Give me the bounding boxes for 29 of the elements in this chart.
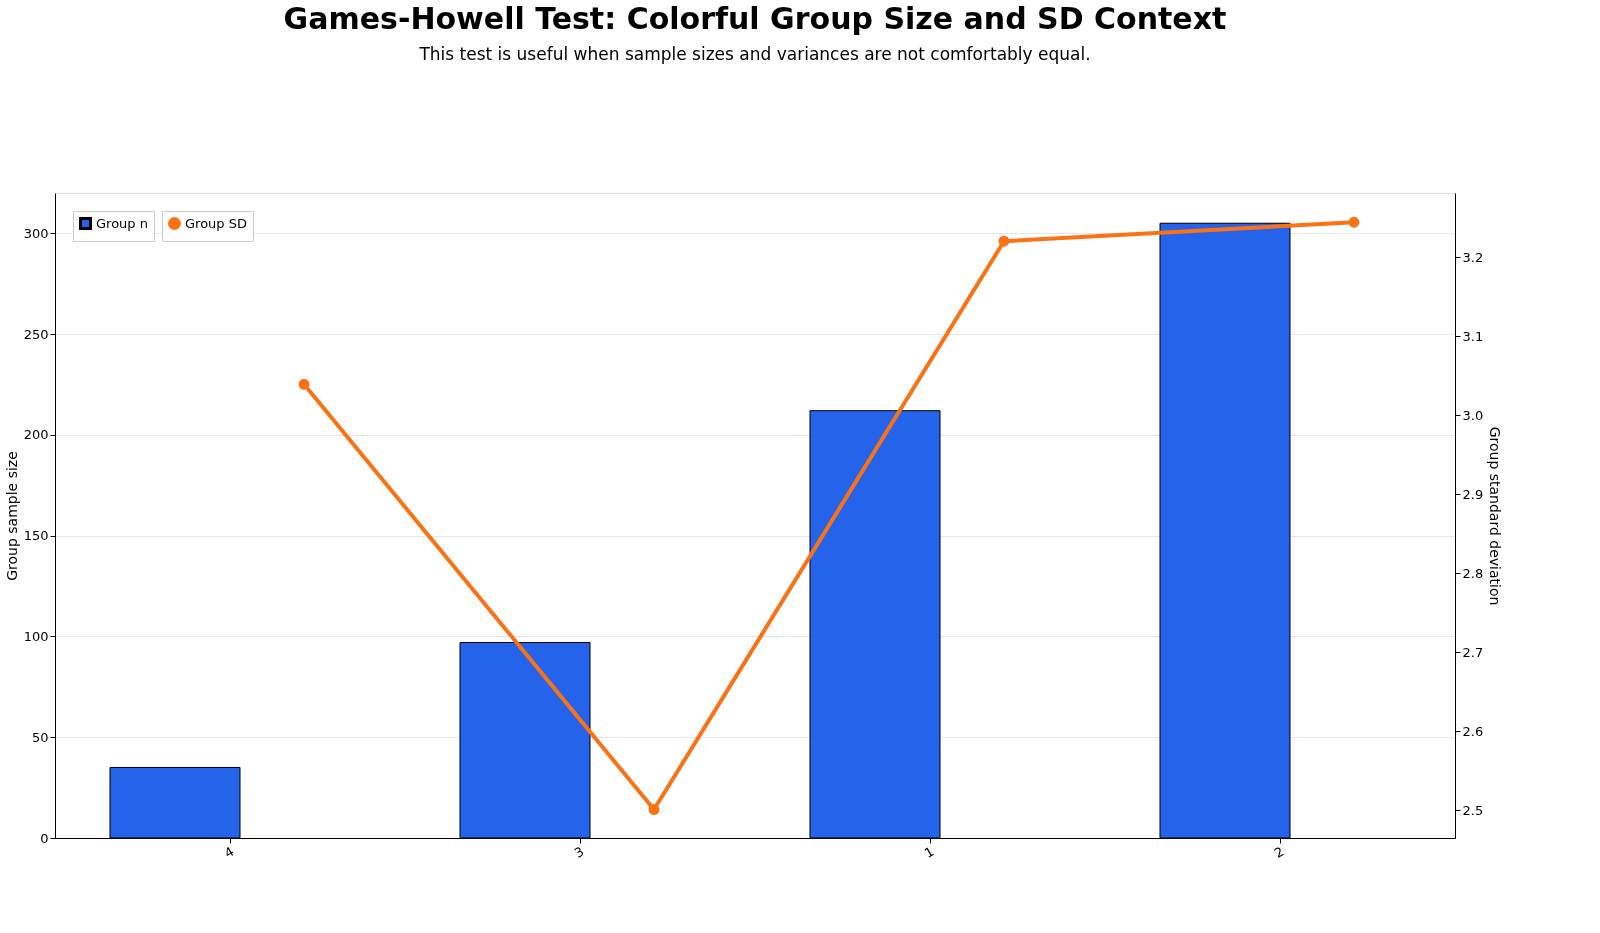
y2-tick-label: 2.7: [1462, 644, 1484, 660]
y-tick-label: 0: [40, 830, 49, 846]
x-tick-label: 3: [571, 843, 587, 861]
y2-axis-title: Group standard deviation: [1487, 426, 1504, 606]
y-tick-label: 150: [23, 528, 49, 544]
y-tick-label: 300: [23, 225, 49, 241]
chart-title: Games-Howell Test: Colorful Group Size and SD Context: [283, 1, 1227, 36]
x-tick-label: 1: [921, 843, 937, 861]
y2-tick-label: 2.6: [1462, 723, 1484, 739]
legend-label: Group SD: [185, 215, 247, 231]
y-axis-title: Group sample size: [3, 451, 20, 581]
point: [998, 235, 1010, 247]
point: [298, 378, 310, 390]
x-tick-label: 4: [221, 843, 237, 861]
x-tick-label: 2: [1271, 843, 1287, 861]
y-tick-label: 50: [31, 729, 49, 745]
y2-tick-label: 2.9: [1462, 486, 1484, 502]
y-tick-label: 250: [23, 326, 49, 342]
chart-subtitle: This test is useful when sample sizes and variances are not comfortably equal.: [418, 44, 1091, 64]
y-tick-label: 100: [23, 628, 49, 644]
point: [648, 804, 660, 816]
legend-label: Group n: [96, 215, 148, 231]
y2-tick-label: 2.8: [1462, 565, 1484, 581]
y-tick-label: 200: [23, 427, 49, 443]
y2-tick-label: 3.2: [1462, 249, 1484, 265]
y2-tick-label: 3.0: [1462, 407, 1484, 423]
y2-tick-label: 2.5: [1462, 802, 1484, 818]
point: [1348, 216, 1360, 228]
y2-tick-label: 3.1: [1462, 328, 1484, 344]
